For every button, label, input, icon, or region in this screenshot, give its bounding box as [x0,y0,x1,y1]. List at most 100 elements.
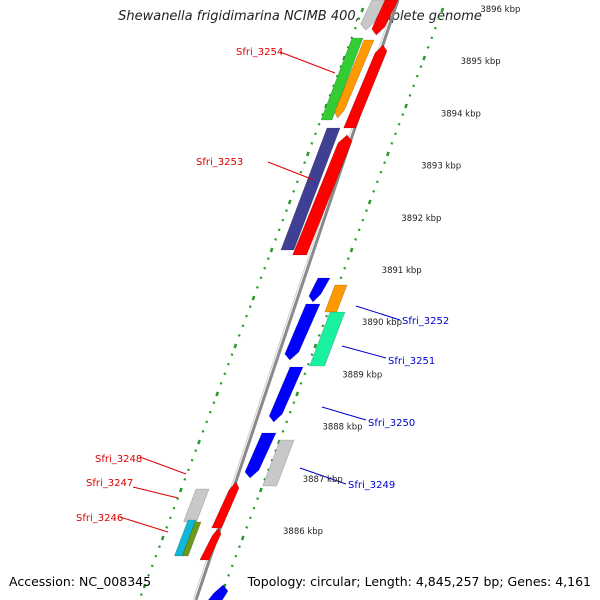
right-tick-mark [361,218,365,222]
left-tick-mark [160,535,165,541]
left-tick-mark [237,334,241,337]
left-tick-mark [165,526,169,529]
left-tick-mark [208,410,212,414]
gene-feature [199,527,222,561]
left-tick-mark [305,151,310,157]
kbp-label: 3896 kbp [480,5,520,15]
left-tick-mark [197,439,201,445]
right-tick-mark [404,103,408,109]
accession-text: Accession: NC_008345 [9,574,152,589]
left-tick-mark [360,7,365,13]
right-tick-mark [245,526,249,529]
left-tick-mark [324,103,328,109]
left-tick-mark [248,305,252,308]
gene-feature [262,439,295,487]
left-tick-mark [251,295,256,301]
label-leader-lines [119,51,401,533]
right-tick-mark [390,142,394,145]
gene-feature [371,0,399,36]
kbp-label: 3894 kbp [441,109,481,119]
right-tick-mark [248,516,252,520]
right-tick-mark [343,266,347,270]
right-tick-mark [401,113,405,116]
left-tick-mark [314,132,317,136]
left-tick-mark [219,382,223,385]
right-tick-mark [357,228,361,232]
left-tick-mark [205,420,209,424]
right-tick-mark [274,449,278,452]
kbp-label: 3892 kbp [401,214,441,224]
left-tick-mark [266,257,270,260]
right-tick-mark [281,430,285,433]
right-tick-mark [321,324,325,328]
right-tick-mark [346,257,350,260]
left-tick-mark [281,218,285,222]
left-tick-mark [194,449,198,452]
right-tick-mark [412,84,416,88]
left-tick-mark [292,190,296,193]
left-tick-mark [227,362,230,366]
right-tick-mark [419,65,423,68]
left-tick-mark [274,238,277,241]
left-tick-mark [158,545,161,548]
right-tick-mark [379,170,383,174]
gene-features [173,0,399,600]
right-tick-mark [317,334,321,337]
left-tick-mark [233,343,238,349]
gene-feature [181,521,202,557]
left-tick-mark [342,55,347,61]
left-tick-mark [263,266,267,270]
left-tick-mark [215,391,220,397]
left-tick-mark [230,353,234,356]
left-tick-mark [346,46,350,49]
gene-label-sfri_3250: Sfri_3250 [368,418,415,429]
gene-label-sfri_3248: Sfri_3248 [95,454,142,465]
right-tick-mark [339,276,343,280]
right-tick-mark [422,55,427,61]
left-tick-mark [335,74,339,78]
left-tick-mark [150,564,154,568]
left-tick-mark [328,94,332,97]
genome-summary-text: Topology: circular; Length: 4,845,257 bp… [247,574,591,589]
gene-label-sfri_3247: Sfri_3247 [86,478,133,489]
right-tick-mark [252,506,256,510]
right-tick-mark [270,458,274,462]
leader-line [132,486,179,499]
right-tick-mark [354,238,357,241]
kbp-label: 3886 kbp [283,527,323,537]
gene-label-sfri_3252: Sfri_3252 [402,316,449,327]
gene-feature [207,584,229,600]
gene-feature [280,127,341,251]
kbp-label: 3893 kbp [421,162,461,172]
left-tick-mark [139,593,143,596]
kbp-label: 3895 kbp [461,57,501,67]
right-tick-mark [285,420,289,424]
gene-feature [360,0,387,31]
right-tick-mark [234,554,238,558]
right-tick-mark [325,314,328,318]
leader-line [299,467,347,485]
leader-line [355,305,401,321]
right-tick-mark [394,132,397,136]
right-tick-mark [385,151,390,157]
right-tick-mark [397,122,401,126]
gene-feature [308,277,331,303]
gene-feature [343,44,388,129]
right-tick-mark [288,410,292,414]
leader-line [119,516,169,533]
gene-feature [211,481,240,529]
gene-label-sfri_3251: Sfri_3251 [388,356,435,367]
right-tick-mark [240,535,245,541]
left-tick-mark [277,228,281,232]
gene-feature [320,37,364,121]
left-tick-mark [350,36,354,40]
right-tick-mark [440,7,445,13]
left-tick-mark [172,506,176,510]
leader-line [321,406,367,421]
right-tick-mark [365,209,368,212]
left-tick-mark [168,516,172,520]
right-tick-mark [299,382,303,385]
left-tick-mark [339,65,343,68]
left-tick-mark [303,161,306,164]
left-tick-mark [147,574,150,577]
